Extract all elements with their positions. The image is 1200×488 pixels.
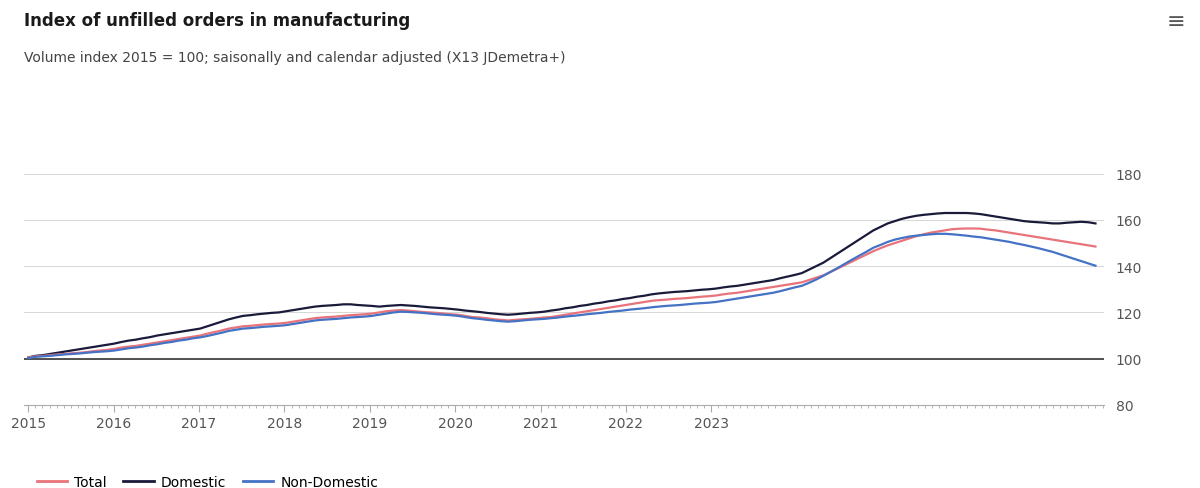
Text: ≡: ≡ [1166,12,1186,32]
Legend: Total, Domestic, Non-Domestic: Total, Domestic, Non-Domestic [31,469,384,488]
Text: Index of unfilled orders in manufacturing: Index of unfilled orders in manufacturin… [24,12,410,30]
Text: Volume index 2015 = 100; saisonally and calendar adjusted (X13 JDemetra+): Volume index 2015 = 100; saisonally and … [24,51,565,65]
